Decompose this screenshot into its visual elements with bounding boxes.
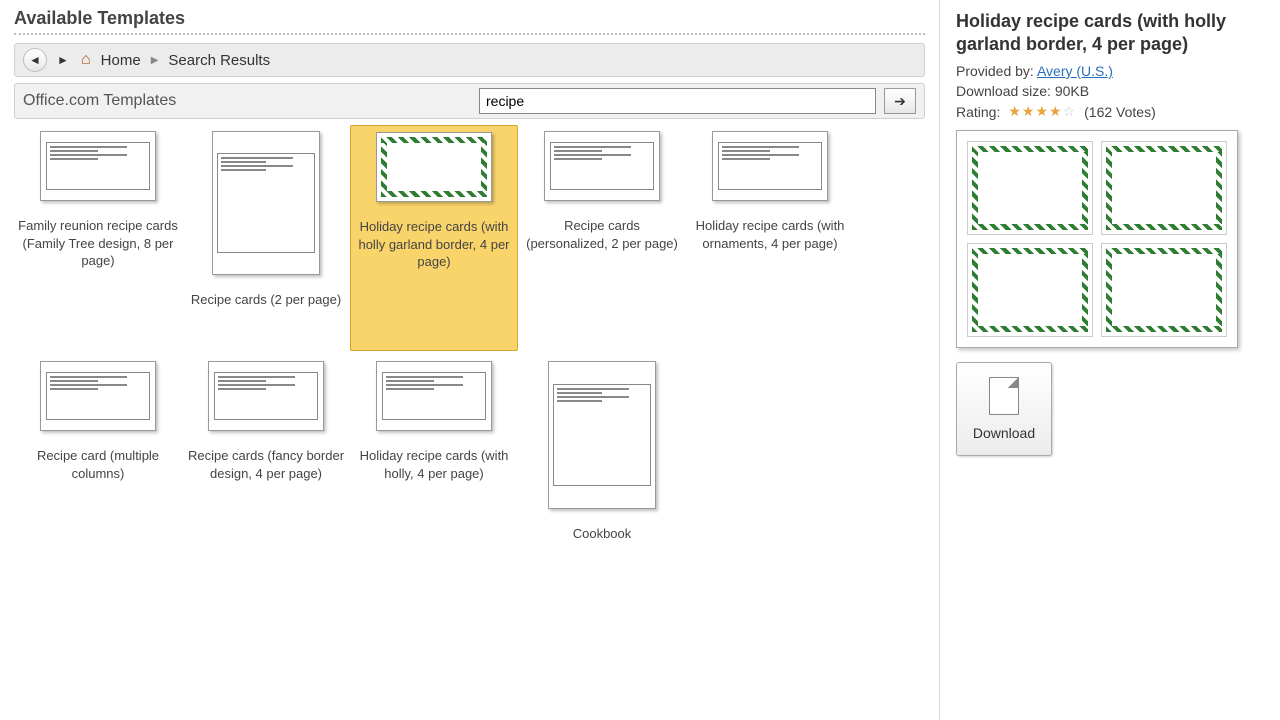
template-item[interactable]: Cookbook — [518, 355, 686, 585]
download-size-value: 90KB — [1055, 83, 1089, 99]
template-thumbnail — [212, 131, 320, 275]
template-name: Holiday recipe cards (with holly, 4 per … — [354, 447, 514, 499]
template-thumbnail — [712, 131, 828, 201]
template-thumbnail — [40, 361, 156, 431]
template-thumbnail — [208, 361, 324, 431]
template-name: Family reunion recipe cards (Family Tree… — [18, 217, 178, 270]
breadcrumb: Home ▶ Search Results — [101, 52, 270, 69]
template-thumbnail — [544, 131, 660, 201]
nav-back-button[interactable]: ◄ — [23, 48, 47, 72]
rating-stars: ★★★★☆ — [1008, 103, 1076, 120]
templates-grid: Family reunion recipe cards (Family Tree… — [14, 125, 925, 585]
template-name: Cookbook — [573, 525, 632, 577]
template-item[interactable]: Recipe cards (fancy border design, 4 per… — [182, 355, 350, 585]
download-size-label: Download size: — [956, 83, 1051, 99]
template-item[interactable]: Holiday recipe cards (with holly garland… — [350, 125, 518, 351]
search-go-button[interactable]: ➔ — [884, 88, 916, 114]
template-name: Recipe card (multiple columns) — [18, 447, 178, 499]
template-item[interactable]: Family reunion recipe cards (Family Tree… — [14, 125, 182, 351]
search-source-label: Office.com Templates — [23, 92, 471, 110]
template-name: Holiday recipe cards (with holly garland… — [355, 218, 513, 271]
template-item[interactable]: Holiday recipe cards (with ornaments, 4 … — [686, 125, 854, 351]
arrow-right-icon: ➔ — [894, 93, 906, 110]
template-name: Recipe cards (fancy border design, 4 per… — [186, 447, 346, 499]
provided-by-link[interactable]: Avery (U.S.) — [1037, 63, 1113, 79]
search-row: Office.com Templates ➔ — [14, 83, 925, 119]
section-title: Available Templates — [14, 8, 925, 35]
template-item[interactable]: Holiday recipe cards (with holly, 4 per … — [350, 355, 518, 585]
document-icon — [989, 377, 1019, 415]
breadcrumb-current: Search Results — [168, 52, 270, 69]
rating-row: Rating: ★★★★☆ (162 Votes) — [956, 103, 1264, 120]
template-thumbnail — [376, 132, 492, 202]
arrow-left-icon: ◄ — [29, 53, 41, 67]
template-name: Recipe cards (personalized, 2 per page) — [522, 217, 682, 269]
details-title: Holiday recipe cards (with holly garland… — [956, 10, 1264, 55]
download-button[interactable]: Download — [956, 362, 1052, 456]
details-pane: Holiday recipe cards (with holly garland… — [940, 0, 1280, 720]
download-size-row: Download size: 90KB — [956, 83, 1264, 99]
nav-forward-button[interactable]: ► — [57, 53, 71, 67]
template-item[interactable]: Recipe cards (2 per page) — [182, 125, 350, 351]
breadcrumb-home[interactable]: Home — [101, 52, 141, 69]
search-input[interactable] — [479, 88, 876, 114]
rating-votes: (162 Votes) — [1084, 104, 1156, 120]
download-button-label: Download — [973, 425, 1035, 441]
template-thumbnail — [40, 131, 156, 201]
template-name: Holiday recipe cards (with ornaments, 4 … — [690, 217, 850, 269]
template-thumbnail — [376, 361, 492, 431]
breadcrumb-bar: ◄ ► ⌂ Home ▶ Search Results — [14, 43, 925, 77]
home-icon[interactable]: ⌂ — [81, 51, 91, 69]
rating-label: Rating: — [956, 104, 1000, 120]
main-pane: Available Templates ◄ ► ⌂ Home ▶ Search … — [0, 0, 940, 720]
template-thumbnail — [548, 361, 656, 509]
arrow-right-icon: ► — [57, 53, 69, 67]
template-item[interactable]: Recipe cards (personalized, 2 per page) — [518, 125, 686, 351]
provided-by-row: Provided by: Avery (U.S.) — [956, 63, 1264, 79]
template-name: Recipe cards (2 per page) — [191, 291, 341, 343]
template-item[interactable]: Recipe card (multiple columns) — [14, 355, 182, 585]
template-preview — [956, 130, 1238, 348]
chevron-right-icon: ▶ — [151, 55, 159, 66]
provided-by-label: Provided by: — [956, 63, 1034, 79]
